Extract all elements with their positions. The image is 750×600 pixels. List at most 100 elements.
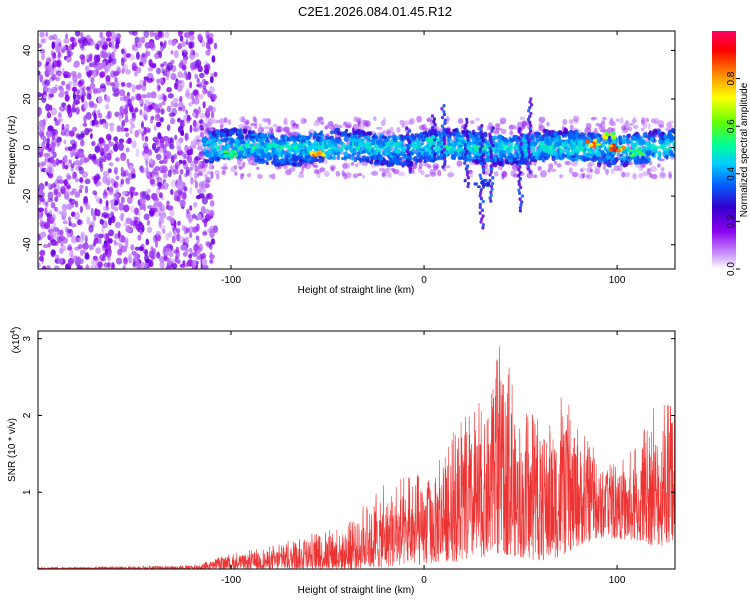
spectrogram-cell xyxy=(489,135,493,139)
spectrogram-cell xyxy=(530,103,534,107)
spectrogram-cell xyxy=(79,177,84,183)
spectrogram-cell xyxy=(440,144,444,149)
spectrogram-cell xyxy=(71,42,75,50)
spectrogram-cell xyxy=(522,143,528,149)
spectrogram-cell xyxy=(114,77,118,82)
spectrogram-cell xyxy=(174,164,179,170)
spectrogram-y-tick-label: -20 xyxy=(22,188,33,203)
spectrogram-cell xyxy=(452,156,457,160)
spectrogram-cell xyxy=(134,46,139,52)
spectrogram-cell xyxy=(400,161,405,165)
spectrogram-cell xyxy=(134,36,140,43)
spectrogram-cell xyxy=(145,262,149,267)
spectrogram-cell xyxy=(481,225,485,230)
spectrogram-cell xyxy=(477,156,481,161)
spectrogram-cell xyxy=(401,149,405,153)
spectrogram-cell xyxy=(218,118,226,124)
spectrogram-cell xyxy=(490,187,494,192)
spectrogram-cell xyxy=(76,265,83,269)
spectrogram-cell xyxy=(217,141,222,145)
colorbar: 0.00.20.40.60.8 Normalized spectral ampl… xyxy=(712,31,750,276)
spectrogram-cell xyxy=(178,107,183,112)
spectrogram-cell xyxy=(100,87,106,93)
spectrogram-cell xyxy=(234,140,240,145)
spectrogram-cell xyxy=(156,83,161,92)
spectrogram-cell xyxy=(78,166,83,171)
spectrogram-cell xyxy=(176,181,183,190)
spectrogram-cell xyxy=(96,40,102,48)
spectrogram-cell xyxy=(520,200,524,204)
spectrogram-cell xyxy=(56,71,62,81)
spectrogram-cell xyxy=(207,143,210,147)
spectrogram-cell xyxy=(59,185,66,194)
spectrogram-cell xyxy=(280,158,286,164)
spectrogram-cell xyxy=(489,170,493,174)
spectrogram-cell xyxy=(120,196,125,204)
spectrogram-cell xyxy=(179,199,186,207)
spectrogram-cell xyxy=(82,91,87,97)
spectrogram-cell xyxy=(585,140,591,145)
spectrogram-cell xyxy=(80,32,84,38)
spectrogram-cell xyxy=(139,109,143,116)
spectrogram-cell xyxy=(646,150,652,157)
spectrogram-cell xyxy=(173,229,177,238)
spectrogram-cell xyxy=(581,155,587,161)
spectrogram-cell xyxy=(549,133,555,137)
spectrogram-cell xyxy=(67,110,73,118)
spectrogram-cell xyxy=(481,164,485,169)
spectrogram-cell xyxy=(277,125,283,133)
spectrogram-cell xyxy=(158,102,163,109)
spectrogram-cell xyxy=(571,171,579,178)
spectrogram-cell xyxy=(384,160,389,165)
spectrogram-cell xyxy=(518,127,522,131)
spectrogram-cell xyxy=(488,146,492,151)
spectrogram-cell xyxy=(497,160,503,165)
spectrogram-cell xyxy=(61,102,67,107)
spectrogram-cell xyxy=(211,106,217,113)
spectrogram-cell xyxy=(656,129,661,134)
spectrogram-cell xyxy=(121,120,126,127)
spectrogram-cell xyxy=(181,50,185,57)
spectrogram-cell xyxy=(553,130,557,137)
spectrogram-cell xyxy=(307,148,310,154)
spectrogram-cell xyxy=(72,92,76,101)
spectrogram-cell xyxy=(125,228,133,233)
spectrogram-cell xyxy=(259,133,265,138)
spectrogram-cell xyxy=(176,228,181,234)
spectrogram-cell xyxy=(417,158,423,163)
spectrogram-cell xyxy=(185,227,191,233)
spectrogram-cell xyxy=(250,135,256,139)
spectrogram-cell xyxy=(542,128,547,134)
spectrogram-cell xyxy=(144,258,150,264)
spectrogram-cell xyxy=(187,259,194,267)
spectrogram-cell xyxy=(42,265,47,269)
spectrogram-cell xyxy=(38,129,45,137)
spectrogram-cell xyxy=(89,83,96,90)
spectrogram-cell xyxy=(77,148,84,154)
spectrogram-cell xyxy=(420,142,425,146)
snr-scale-prefix: (x10 xyxy=(11,333,22,353)
spectrogram-cell xyxy=(111,34,117,39)
spectrogram-cell xyxy=(87,73,92,79)
spectrogram-cell xyxy=(63,179,68,187)
spectrogram-cell xyxy=(486,125,490,131)
spectrogram-cell xyxy=(174,134,178,141)
spectrogram-cell xyxy=(518,191,522,195)
spectrogram-cell xyxy=(509,130,514,136)
spectrogram-cell xyxy=(572,115,580,123)
colorbar-tick-label: 0.0 xyxy=(726,262,737,276)
spectrogram-cell xyxy=(388,171,393,179)
spectrogram-cell xyxy=(212,141,217,147)
spectrogram-cell xyxy=(188,226,194,234)
spectrogram-cell xyxy=(113,168,118,174)
spectrogram-cell xyxy=(159,117,164,123)
spectrogram-cell xyxy=(74,212,80,221)
spectrogram-cell xyxy=(619,117,624,124)
spectrogram-cell xyxy=(341,144,346,149)
spectrogram-cell xyxy=(120,152,127,162)
spectrogram-cell xyxy=(527,155,531,160)
spectrogram-cell xyxy=(107,254,111,262)
spectrogram-cell xyxy=(416,147,422,153)
spectrogram-cell xyxy=(466,138,470,142)
spectrogram-cell xyxy=(54,196,59,203)
